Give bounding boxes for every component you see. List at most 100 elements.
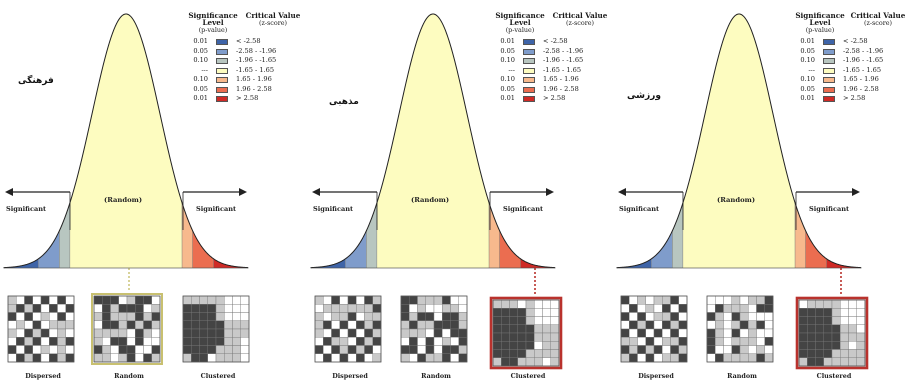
legend-row: 0.10 1.65 - 1.96 (193, 75, 272, 83)
map-cell (126, 353, 136, 363)
map-cell (372, 345, 382, 354)
map-cell (450, 295, 459, 305)
map-cell (458, 345, 468, 354)
map-cell (240, 337, 250, 346)
curve-region (310, 258, 346, 269)
map-cell (678, 295, 688, 305)
map-cell (372, 312, 382, 321)
map-cell (417, 353, 426, 363)
map-label-dispersed: Dispersed (638, 372, 674, 380)
map-cell (706, 295, 716, 305)
map-cell (191, 320, 200, 330)
map-cell (314, 295, 324, 305)
map-cell (764, 295, 774, 305)
map-cell (637, 328, 646, 338)
map-cell (856, 324, 866, 334)
curve-region (213, 258, 249, 269)
map-cell (739, 295, 749, 305)
map-cell (764, 353, 774, 363)
map-cell (7, 320, 17, 330)
map-cell (182, 345, 192, 354)
map-cell (93, 353, 103, 363)
map-cell (191, 345, 200, 354)
map-cell (143, 295, 152, 305)
map-border (400, 295, 468, 363)
map-clustered (798, 299, 866, 367)
normal-curve-outline (3, 13, 249, 269)
map-cell (224, 353, 233, 363)
map-cell (240, 353, 250, 363)
map-cell (143, 312, 152, 321)
map-cell (756, 312, 765, 321)
map-cell (356, 353, 365, 363)
map-cell (542, 341, 551, 350)
map-cell (662, 353, 671, 363)
map-cell (224, 320, 233, 330)
map-cell (232, 304, 241, 313)
map-cell (525, 308, 535, 317)
legend-swatch (216, 67, 228, 74)
map-cell (93, 304, 103, 313)
map-cell (723, 345, 732, 354)
label-significant-right: Significant (503, 205, 544, 213)
map-cell (110, 328, 119, 338)
map-cell (492, 349, 502, 358)
legend-swatch (823, 67, 835, 74)
map-cell (542, 349, 551, 358)
map-cell (678, 304, 688, 313)
map-cell (323, 328, 332, 338)
legend-row: 0.10 1.65 - 1.96 (800, 75, 879, 83)
map-cell (110, 312, 119, 321)
map-cell (723, 353, 732, 363)
map-cell (135, 345, 144, 354)
map-cell (715, 320, 724, 330)
map-cell (207, 295, 217, 305)
map-cell (670, 295, 679, 305)
map-cell (748, 328, 757, 338)
map-cell (848, 308, 857, 317)
map-cell (24, 312, 33, 321)
map-cell (492, 308, 502, 317)
map-cell (706, 312, 716, 321)
map-cell (629, 295, 638, 305)
map-cell (840, 324, 849, 334)
map-cell (151, 320, 161, 330)
map-cell (458, 295, 468, 305)
map-cell (151, 304, 161, 313)
map-cell (807, 308, 816, 317)
map-cell (409, 312, 418, 321)
map-cell (662, 328, 671, 338)
map-cell (400, 345, 410, 354)
map-cell (764, 328, 774, 338)
map-cell (417, 328, 426, 338)
curve-region (69, 13, 183, 269)
legend-header-z: Critical Value (z-score) (850, 11, 906, 28)
map-cell (331, 345, 340, 354)
map-cell (620, 345, 630, 354)
legend-swatch (823, 39, 835, 45)
map-cell (442, 345, 451, 354)
map-cell (24, 328, 33, 338)
map-cell (542, 324, 551, 334)
map-cell (323, 353, 332, 363)
map-cell (339, 320, 349, 330)
map-cell (670, 345, 679, 354)
map-cell (409, 295, 418, 305)
map-cell (433, 304, 443, 313)
map-cell (433, 320, 443, 330)
map-cell (856, 332, 866, 342)
map-cell (764, 345, 774, 354)
normal-curve-outline (616, 13, 862, 269)
map-cell (65, 304, 75, 313)
curve-region (3, 258, 39, 269)
map-cell (347, 320, 357, 330)
map-cell (653, 353, 663, 363)
legend-row: 0.10 -1.96 - -1.65 (800, 56, 884, 64)
legend-swatch (216, 96, 228, 102)
map-cell (199, 295, 208, 305)
map-cell (798, 308, 808, 317)
map-cell (224, 295, 233, 305)
map-cell (442, 353, 451, 363)
map-cell (492, 357, 502, 367)
map-cell (49, 304, 58, 313)
